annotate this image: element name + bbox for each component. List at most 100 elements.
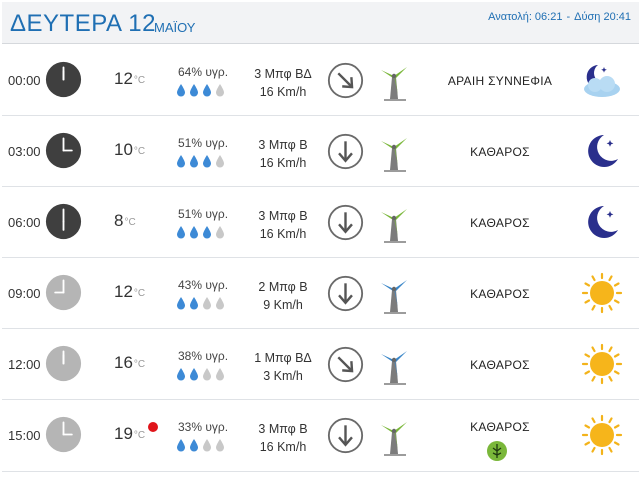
wind-info: 3 Μπφ Β 16 Km/h: [246, 420, 320, 456]
weather-condition: ΚΑΘΑΡΟΣ: [470, 145, 530, 159]
wind-info: 2 Μπφ Β 9 Km/h: [246, 278, 320, 314]
wind-speed: 3 Km/h: [263, 369, 303, 383]
temperature-unit: °C: [133, 146, 146, 157]
temperature: 12°C: [114, 282, 145, 302]
drop-filled-icon: [177, 297, 185, 310]
drop-empty-icon: [216, 439, 224, 452]
temperature-unit: °C: [133, 75, 146, 86]
drop-filled-icon: [203, 155, 211, 168]
drop-empty-icon: [216, 368, 224, 381]
wind-speed: 16 Km/h: [259, 85, 307, 99]
drop-filled-icon: [190, 226, 198, 239]
forecast-row: 15:00 19°C 33% υγρ. 3 Μπφ Β 16 Km/h ΚΑΘΑΡΟΣ: [2, 400, 639, 472]
weather-condition: ΚΑΘΑΡΟΣ: [470, 287, 530, 301]
drop-filled-icon: [177, 368, 185, 381]
wind-turbine-icon: [374, 416, 414, 458]
forecast-time: 00:00: [8, 73, 41, 88]
temperature: 19°C: [114, 424, 145, 444]
wind-speed: 16 Km/h: [259, 227, 307, 241]
wind-info: 3 Μπφ Β 16 Km/h: [246, 136, 320, 172]
wind-turbine-icon: [374, 345, 414, 387]
temperature: 10°C: [114, 140, 145, 160]
day-title: ΔΕΥΤΕΡΑ 12: [10, 10, 156, 37]
wind-beaufort: 3 Μπφ Β: [258, 209, 308, 223]
wind-speed: 16 Km/h: [259, 440, 307, 454]
temperature: 16°C: [114, 353, 145, 373]
clock-icon: [45, 61, 82, 98]
wind-turbine-icon: [374, 61, 414, 103]
drop-empty-icon: [216, 84, 224, 97]
sunset-time: Δύση 20:41: [574, 11, 631, 23]
clock-icon: [45, 345, 82, 382]
drop-filled-icon: [177, 439, 185, 452]
wind-speed: 16 Km/h: [259, 156, 307, 170]
moon-cloud-icon: [580, 59, 624, 101]
wind-beaufort: 2 Μπφ Β: [258, 280, 308, 294]
wind-beaufort: 3 Μπφ Β: [258, 138, 308, 152]
temperature-value: 8: [114, 211, 124, 230]
forecast-table: 00:00 12°C 64% υγρ. 3 Μπφ ΒΔ 16 Km/h ΑΡΑΙΗ ΣΥ…: [2, 45, 639, 472]
drop-filled-icon: [177, 155, 185, 168]
sun-icon: [580, 343, 624, 385]
drop-filled-icon: [203, 84, 211, 97]
wind-info: 3 Μπφ Β 16 Km/h: [246, 207, 320, 243]
forecast-time: 03:00: [8, 144, 41, 159]
drop-filled-icon: [190, 84, 198, 97]
wind-turbine-icon: [374, 274, 414, 316]
forecast-row: 09:00 12°C 43% υγρ. 2 Μπφ Β 9 Km/h ΚΑΘΑΡΟΣ: [2, 258, 639, 329]
drop-empty-icon: [216, 226, 224, 239]
temperature-value: 10: [114, 140, 133, 159]
drop-empty-icon: [203, 297, 211, 310]
drop-filled-icon: [190, 439, 198, 452]
drop-filled-icon: [190, 368, 198, 381]
forecast-time: 12:00: [8, 357, 41, 372]
clock-icon: [45, 203, 82, 240]
wind-info: 3 Μπφ ΒΔ 16 Km/h: [246, 65, 320, 101]
temperature: 8°C: [114, 211, 136, 231]
day-header: ΔΕΥΤΕΡΑ 12 ΜΑΪΟΥ Ανατολή: 06:21- Δύση 20:…: [2, 2, 639, 44]
drop-empty-icon: [216, 297, 224, 310]
temperature-value: 12: [114, 282, 133, 301]
sun-times: Ανατολή: 06:21- Δύση 20:41: [488, 11, 631, 23]
wind-beaufort: 3 Μπφ ΒΔ: [254, 67, 312, 81]
moon-icon: [580, 201, 624, 243]
weather-condition: ΑΡΑΙΗ ΣΥΝΝΕΦΙΑ: [447, 74, 553, 88]
humidity-drops: [175, 225, 229, 239]
drop-empty-icon: [203, 368, 211, 381]
humidity-drops: [175, 83, 229, 97]
temperature-unit: °C: [133, 288, 146, 299]
wind-beaufort: 3 Μπφ Β: [258, 422, 308, 436]
month-label: ΜΑΪΟΥ: [154, 20, 196, 35]
wind-turbine-icon: [374, 132, 414, 174]
drop-filled-icon: [190, 297, 198, 310]
weather-condition: ΚΑΘΑΡΟΣ: [470, 420, 530, 434]
temperature-value: 12: [114, 69, 133, 88]
forecast-row: 06:00 8°C 51% υγρ. 3 Μπφ Β 16 Km/h ΚΑΘΑΡΟΣ: [2, 187, 639, 258]
forecast-row: 12:00 16°C 38% υγρ. 1 Μπφ ΒΔ 3 Km/h ΚΑΘΑΡΟΣ: [2, 329, 639, 400]
forecast-row: 00:00 12°C 64% υγρ. 3 Μπφ ΒΔ 16 Km/h ΑΡΑΙΗ ΣΥ…: [2, 45, 639, 116]
moon-icon: [580, 130, 624, 172]
wind-speed: 9 Km/h: [263, 298, 303, 312]
humidity: 43% υγρ.: [178, 278, 229, 292]
sunrise-time: Ανατολή: 06:21: [488, 11, 563, 23]
clock-icon: [45, 416, 82, 453]
down-right-arrow-icon: [327, 62, 364, 99]
down-arrow-icon: [327, 417, 364, 454]
drop-filled-icon: [177, 226, 185, 239]
humidity: 51% υγρ.: [178, 136, 229, 150]
temperature: 12°C: [114, 69, 145, 89]
drop-filled-icon: [203, 226, 211, 239]
wind-info: 1 Μπφ ΒΔ 3 Km/h: [246, 349, 320, 385]
forecast-time: 15:00: [8, 428, 41, 443]
temperature-unit: °C: [133, 359, 146, 370]
sun-icon: [580, 414, 624, 456]
down-arrow-icon: [327, 133, 364, 170]
temperature-value: 19: [114, 424, 133, 443]
drop-filled-icon: [190, 155, 198, 168]
humidity: 64% υγρ.: [178, 65, 229, 79]
drop-filled-icon: [177, 84, 185, 97]
clock-icon: [45, 274, 82, 311]
temperature-unit: °C: [124, 217, 136, 228]
forecast-row: 03:00 10°C 51% υγρ. 3 Μπφ Β 16 Km/h ΚΑΘΑΡΟΣ: [2, 116, 639, 187]
temperature-value: 16: [114, 353, 133, 372]
